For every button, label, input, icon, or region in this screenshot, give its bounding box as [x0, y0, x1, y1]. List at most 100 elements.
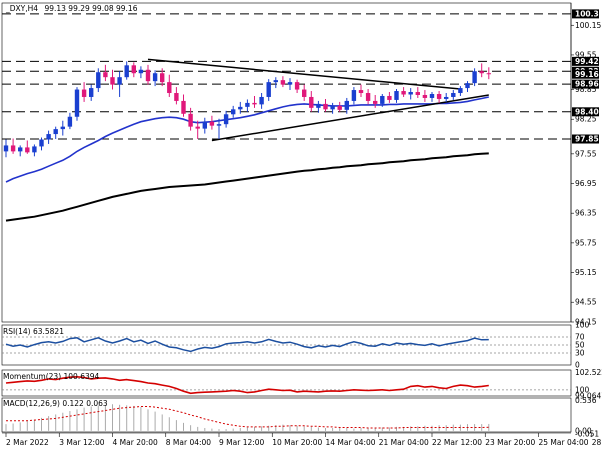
time-tick-label: 22 Mar 12:00 — [432, 438, 482, 447]
main-price-pane: 100.15 99.55 98.85 98.25 97.55 96.95 96.35 95.7… — [1, 2, 602, 327]
candle-body — [67, 116, 73, 127]
candle-body — [401, 91, 406, 95]
price-box — [572, 107, 599, 117]
candle-body — [81, 89, 87, 97]
candle-body — [429, 94, 435, 98]
macd-title: MACD(12,26,9) 0.122 0.063 — [3, 399, 108, 408]
candle-body — [451, 93, 456, 97]
momentum-tick-label: 102.5221 — [575, 368, 602, 377]
candle-body — [25, 147, 30, 153]
candle-body — [152, 73, 158, 82]
price-box-label: 99.16 — [575, 70, 599, 79]
time-tick-label: 23 Mar 20:00 — [485, 438, 535, 447]
candle-body — [337, 105, 342, 110]
candle-body — [422, 94, 428, 98]
price-tick-label: 94.15 — [575, 318, 597, 327]
candle-body — [216, 124, 222, 126]
time-axis: 2 Mar 2022 3 Mar 12:00 4 Mar 20:00 8 Mar 04… — [2, 432, 602, 447]
pane-frame — [1, 397, 572, 433]
candle-body — [231, 109, 236, 115]
candle-body — [238, 106, 243, 110]
candle-body — [174, 93, 179, 101]
momentum-tick-label: 99.0647 — [575, 392, 602, 401]
candle-body — [46, 134, 51, 140]
candle-body — [188, 113, 193, 127]
rsi-tick-label: 70 — [575, 333, 585, 342]
candle-body — [280, 80, 286, 85]
candle-body — [89, 88, 94, 97]
price-tick-label: 97.55 — [575, 149, 597, 158]
candle-body — [309, 96, 314, 108]
price-box-label: 100.38 — [575, 9, 602, 18]
candle-body — [245, 102, 250, 107]
candle-body — [160, 73, 165, 83]
chart-header: _DXY,H4 99.13 99.29 99.08 99.16 — [5, 4, 138, 13]
time-tick-label: 2 Mar 2022 — [6, 438, 49, 447]
candle-body — [117, 77, 122, 85]
candle-body — [74, 89, 80, 117]
macd-tick-label: 0.00 — [575, 426, 592, 435]
time-tick-label: 8 Mar 04:00 — [166, 438, 212, 447]
candle-body — [358, 90, 364, 94]
candle-body — [145, 69, 151, 82]
time-tick-label: 28 Mar 12:00 — [592, 438, 602, 447]
time-tick-label: 21 Mar 04:00 — [379, 438, 429, 447]
macd-tick-label: 0.536 — [575, 396, 597, 405]
price-box — [572, 9, 599, 19]
rsi-tick-label: 100 — [575, 321, 590, 330]
time-tick-label: 10 Mar 20:00 — [272, 438, 322, 447]
candle-body — [181, 100, 186, 114]
candle-body — [351, 90, 357, 101]
candle-body — [380, 95, 385, 104]
price-tick-label: 99.55 — [575, 50, 597, 59]
candle-body — [138, 69, 144, 74]
price-tick-label: 98.85 — [575, 85, 597, 94]
symbol-label: _DXY,H4 — [5, 4, 38, 13]
candle-body — [209, 121, 215, 126]
price-tick-label: 96.95 — [575, 179, 597, 188]
moving-average-line-0 — [5, 96, 489, 183]
candle-body — [202, 121, 207, 129]
macd-pane: 0.536 0.00-0.051 — [1, 396, 599, 438]
price-box-label: 98.40 — [575, 107, 599, 116]
candle-body — [436, 94, 442, 99]
candle-body — [287, 82, 293, 85]
macd-tick-label: -0.051 — [575, 429, 599, 438]
candle-body — [195, 126, 200, 129]
candle-body — [60, 126, 65, 130]
candle-body — [316, 103, 321, 108]
price-tick-label: 95.75 — [575, 238, 597, 247]
candle-body — [344, 100, 349, 110]
price-tick-label: 94.55 — [575, 298, 597, 307]
candle-body — [10, 145, 16, 152]
candle-body — [387, 95, 392, 100]
price-box — [572, 79, 599, 89]
trendline-1 — [211, 94, 489, 142]
candle-body — [465, 83, 470, 89]
rsi-tick-label: 50 — [575, 341, 585, 350]
price-box-label: 99.42 — [575, 57, 599, 66]
momentum-title: Momentum(23) 100.6394 — [3, 372, 100, 381]
candle-body — [302, 89, 307, 97]
candle-body — [266, 82, 271, 97]
candle-body — [294, 82, 300, 90]
time-tick-label: 9 Mar 12:00 — [219, 438, 265, 447]
candle-body — [444, 96, 449, 99]
macd-signal-line — [6, 406, 489, 429]
candle-body — [273, 80, 278, 83]
candle-body — [96, 72, 101, 89]
candle-body — [394, 91, 399, 100]
time-tick-label: 3 Mar 12:00 — [59, 438, 105, 447]
candle-body — [53, 129, 58, 135]
price-box-label: 98.96 — [575, 80, 599, 89]
price-box — [572, 134, 599, 144]
candle-body — [486, 73, 491, 75]
candle-body — [18, 147, 23, 152]
price-tick-label: 96.35 — [575, 209, 597, 218]
rsi-tick-label: 30 — [575, 349, 585, 358]
time-tick-label: 4 Mar 20:00 — [113, 438, 159, 447]
candle-body — [223, 114, 229, 125]
trendline-0 — [147, 58, 461, 90]
